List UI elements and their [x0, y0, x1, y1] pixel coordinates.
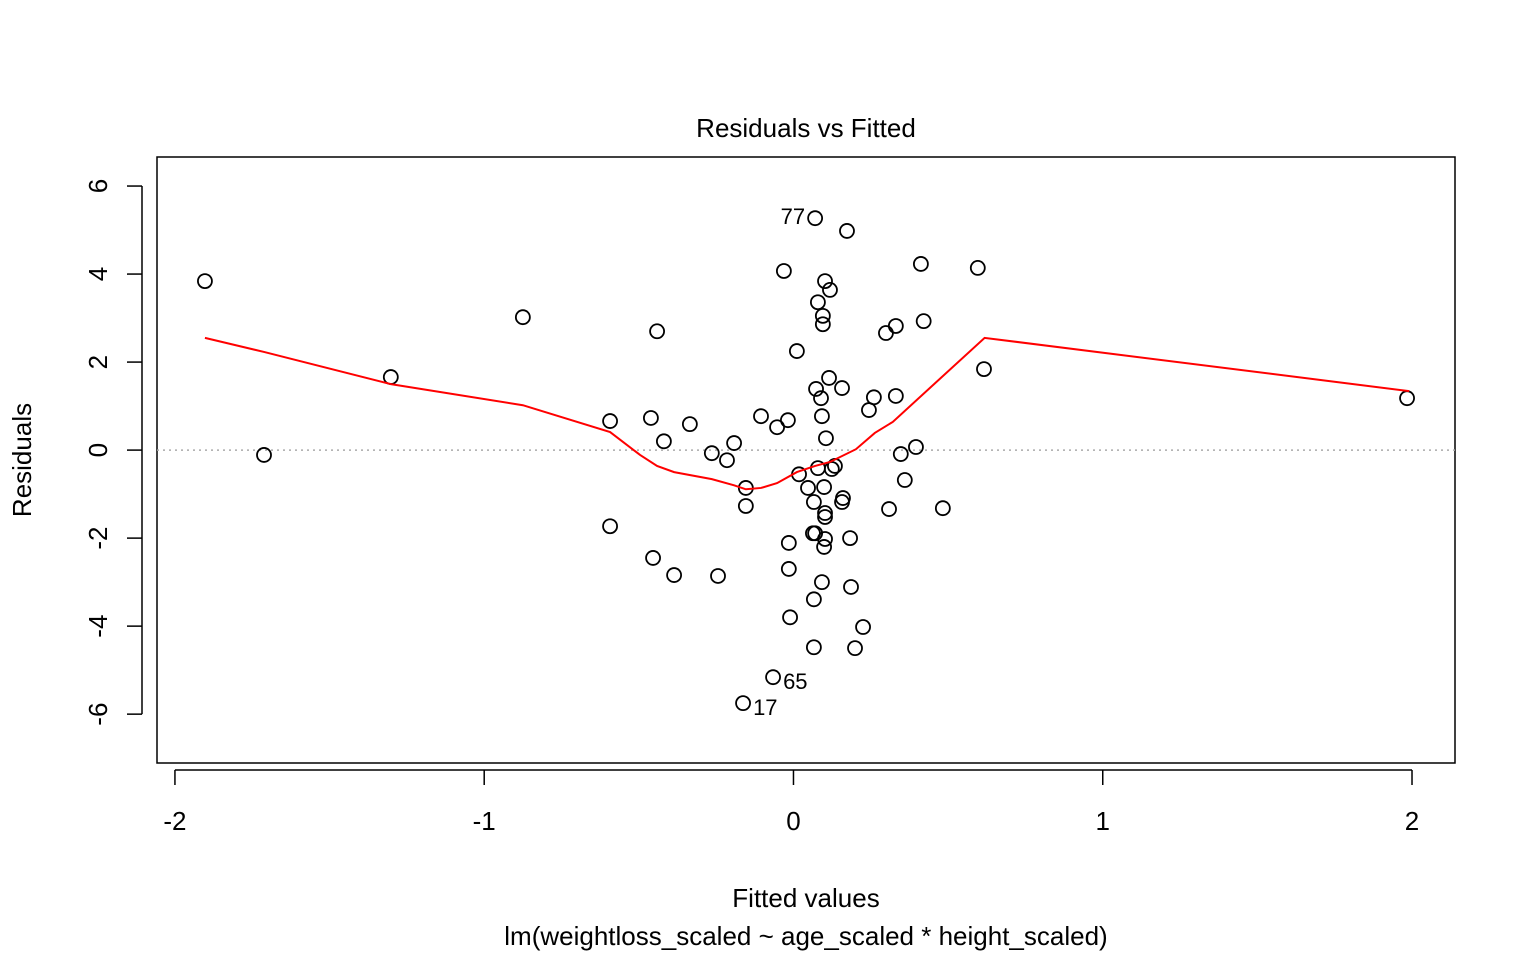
- y-tick-label: -4: [83, 615, 113, 638]
- subtitle: lm(weightloss_scaled ~ age_scaled * heig…: [504, 921, 1107, 951]
- point: [842, 530, 858, 547]
- point: [823, 461, 840, 477]
- point: [810, 294, 826, 311]
- point: [817, 531, 833, 547]
- point: [934, 500, 951, 517]
- point: [782, 609, 798, 626]
- point: [887, 388, 904, 404]
- point: [681, 416, 698, 433]
- point: [805, 639, 822, 656]
- point: [808, 381, 824, 397]
- point: [805, 591, 822, 608]
- point-label: 77: [781, 204, 805, 229]
- point: [915, 313, 932, 330]
- point: [816, 479, 832, 495]
- point: [765, 669, 781, 686]
- point: [602, 413, 618, 429]
- point: [896, 472, 913, 488]
- x-tick-label: 2: [1405, 806, 1419, 836]
- point: [780, 412, 796, 429]
- point: [813, 390, 829, 407]
- point: [855, 619, 871, 635]
- point: [719, 452, 735, 469]
- chart-title: Residuals vs Fitted: [696, 113, 916, 143]
- point: [256, 447, 272, 463]
- point: [703, 445, 720, 462]
- point: [834, 494, 850, 510]
- point: [788, 343, 805, 359]
- point: [887, 318, 904, 334]
- point: [649, 323, 665, 340]
- point: [843, 579, 859, 595]
- point: [1399, 390, 1415, 407]
- y-tick-label: -2: [83, 527, 113, 550]
- point: [775, 263, 792, 279]
- point: [817, 273, 833, 290]
- point: [645, 550, 661, 566]
- y-tick-label: 4: [83, 267, 113, 281]
- point: [839, 223, 855, 239]
- point: [969, 260, 986, 276]
- point: [822, 282, 838, 298]
- point: [753, 408, 769, 425]
- point: [780, 561, 797, 577]
- point: [737, 498, 754, 514]
- point: [514, 309, 531, 326]
- point: [602, 518, 618, 535]
- point: [816, 539, 832, 555]
- point: [847, 640, 863, 657]
- point: [817, 509, 833, 525]
- plot-frame: [156, 156, 1456, 764]
- point: [821, 370, 837, 386]
- point-label: 65: [783, 669, 807, 694]
- x-tick-label: 0: [786, 806, 800, 836]
- point: [818, 430, 834, 447]
- y-axis-label: Residuals: [7, 403, 37, 517]
- point: [892, 446, 909, 462]
- x-tick-label: -1: [473, 806, 496, 836]
- point: [878, 325, 894, 341]
- y-tick-label: 2: [83, 355, 113, 369]
- point: [814, 316, 831, 333]
- point: [780, 535, 797, 551]
- x-tick-label: 1: [1096, 806, 1110, 836]
- point: [805, 494, 822, 510]
- point: [814, 574, 830, 591]
- point: [807, 210, 824, 227]
- point: [726, 435, 742, 451]
- point: [976, 361, 992, 378]
- point: [834, 380, 850, 396]
- smooth-line: [204, 336, 1410, 491]
- point: [735, 695, 751, 712]
- point: [666, 567, 682, 583]
- y-tick-label: 0: [83, 443, 113, 457]
- point: [655, 433, 672, 450]
- point: [710, 568, 726, 584]
- point: [800, 480, 816, 496]
- point: [865, 389, 882, 406]
- point: [814, 307, 831, 324]
- point: [769, 419, 785, 436]
- x-axis-label: Fitted values: [732, 883, 879, 913]
- y-tick-label: -6: [83, 703, 113, 726]
- point-label: 17: [753, 695, 777, 720]
- point: [643, 410, 659, 426]
- x-tick-label: -2: [163, 806, 186, 836]
- point: [912, 256, 929, 272]
- point: [817, 505, 833, 521]
- point: [881, 501, 897, 517]
- point: [197, 273, 213, 290]
- point: [908, 439, 924, 455]
- y-tick-label: 6: [83, 179, 113, 193]
- point: [814, 408, 830, 425]
